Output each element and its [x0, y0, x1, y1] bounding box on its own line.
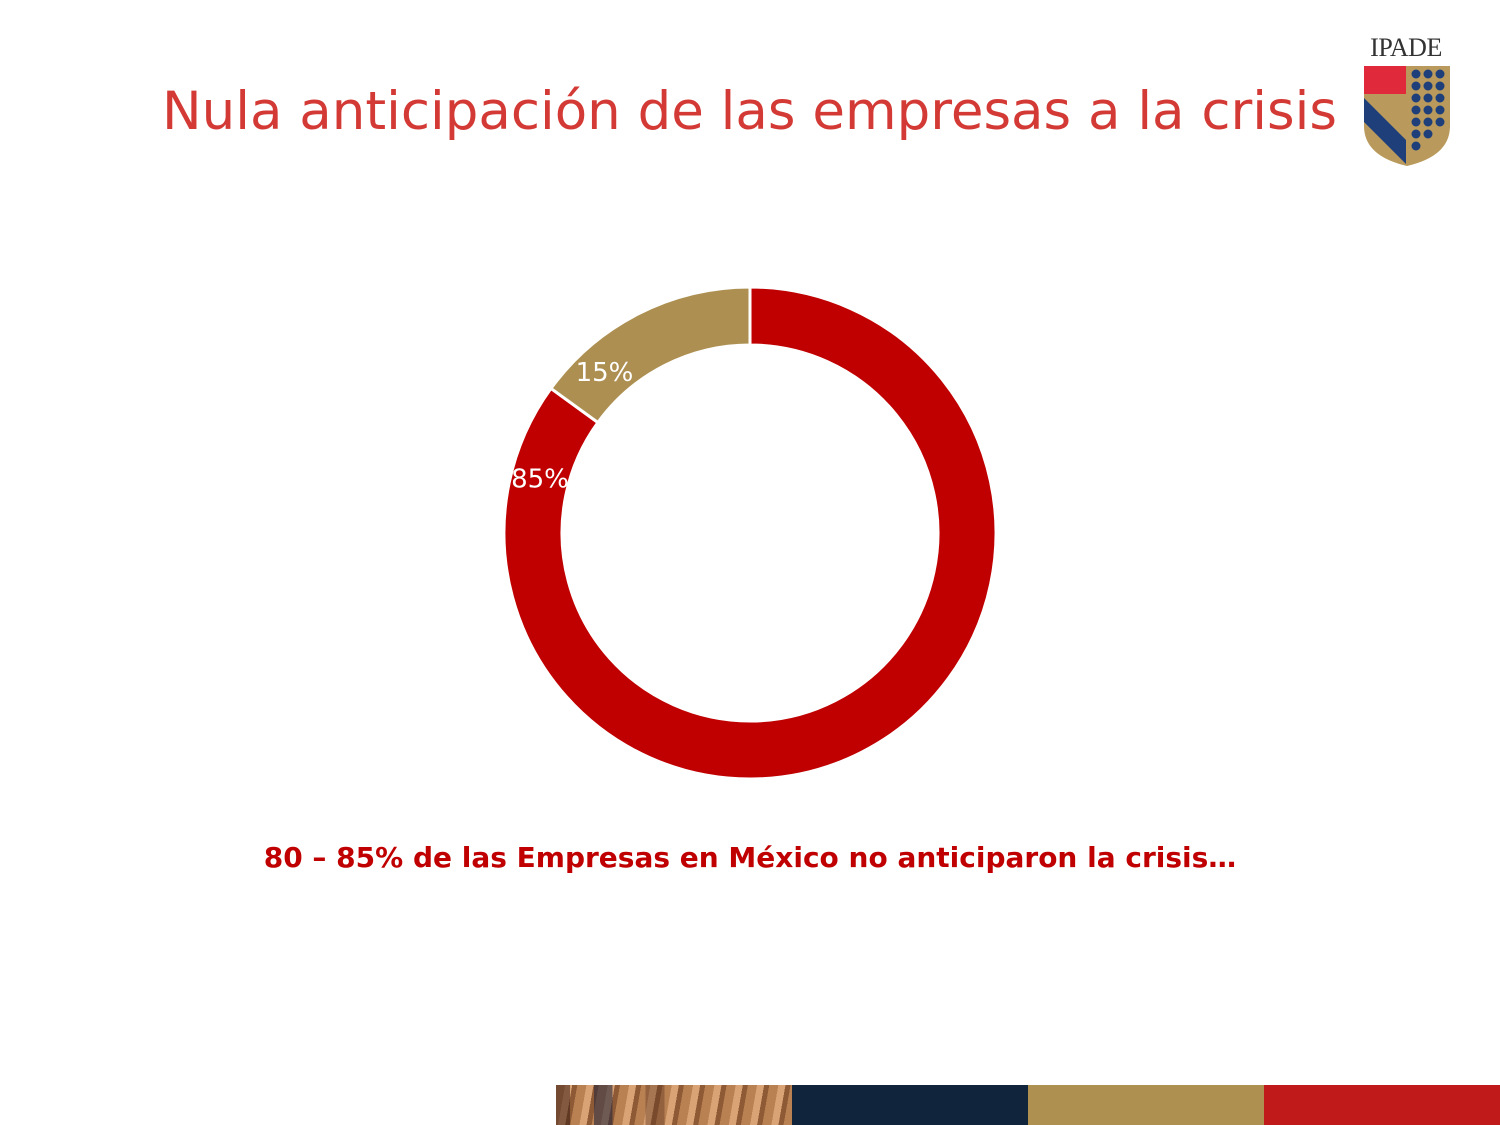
donut-chart: 85% 15% [502, 285, 998, 781]
footer-band [556, 1085, 1500, 1125]
slide-title: Nula anticipación de las empresas a la c… [162, 81, 1337, 142]
slide-caption: 80 – 85% de las Empresas en México no an… [263, 841, 1237, 874]
ipade-shield-icon [1364, 66, 1450, 166]
ipade-logo: IPADE [1356, 34, 1456, 170]
donut-labels: 85% 15% [511, 358, 633, 494]
donut-label-0: 85% [511, 464, 569, 494]
donut-slice-0 [502, 285, 998, 781]
footer-band-navy [792, 1085, 1028, 1125]
donut-slice-1 [548, 285, 752, 425]
footer-band-gold [1028, 1085, 1264, 1125]
logo-text: IPADE [1370, 33, 1442, 62]
footer-photo [556, 1085, 792, 1125]
donut-label-1: 15% [576, 358, 634, 388]
footer-band-red [1264, 1085, 1500, 1125]
donut-slices [502, 285, 998, 781]
